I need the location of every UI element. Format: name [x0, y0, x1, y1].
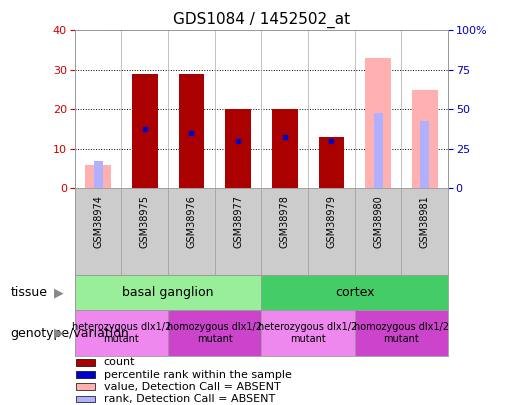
Bar — [261, 275, 448, 310]
Title: GDS1084 / 1452502_at: GDS1084 / 1452502_at — [173, 11, 350, 28]
Text: GSM38976: GSM38976 — [186, 195, 196, 248]
Bar — [76, 396, 95, 402]
Bar — [94, 161, 102, 188]
Text: value, Detection Call = ABSENT: value, Detection Call = ABSENT — [104, 382, 281, 392]
Bar — [373, 113, 383, 188]
Text: GSM38979: GSM38979 — [327, 195, 336, 248]
Bar — [76, 384, 95, 390]
Text: rank, Detection Call = ABSENT: rank, Detection Call = ABSENT — [104, 394, 275, 404]
Bar — [76, 359, 95, 366]
Text: percentile rank within the sample: percentile rank within the sample — [104, 370, 291, 379]
Text: ▶: ▶ — [55, 326, 64, 340]
Text: GSM38978: GSM38978 — [280, 195, 290, 248]
Bar — [225, 109, 251, 188]
Text: genotype/variation: genotype/variation — [10, 326, 129, 340]
Text: tissue: tissue — [10, 286, 47, 299]
Bar — [85, 164, 111, 188]
Bar — [412, 90, 438, 188]
Bar — [355, 310, 448, 356]
Text: homozygous dlx1/2
mutant: homozygous dlx1/2 mutant — [354, 322, 449, 344]
Bar — [179, 74, 204, 188]
Bar — [132, 74, 158, 188]
Bar — [75, 275, 261, 310]
Text: GSM38981: GSM38981 — [420, 195, 430, 248]
Bar — [272, 109, 298, 188]
Bar — [261, 310, 355, 356]
Text: homozygous dlx1/2
mutant: homozygous dlx1/2 mutant — [167, 322, 262, 344]
Text: count: count — [104, 358, 135, 367]
Bar — [319, 137, 344, 188]
Text: heterozygous dlx1/2
mutant: heterozygous dlx1/2 mutant — [72, 322, 171, 344]
Bar — [76, 371, 95, 378]
Bar — [365, 58, 391, 188]
Bar — [75, 310, 168, 356]
Text: ▶: ▶ — [55, 286, 64, 299]
Text: GSM38975: GSM38975 — [140, 195, 150, 248]
Text: GSM38980: GSM38980 — [373, 195, 383, 248]
Text: cortex: cortex — [335, 286, 374, 299]
Text: basal ganglion: basal ganglion — [122, 286, 214, 299]
Text: GSM38977: GSM38977 — [233, 195, 243, 248]
Bar — [420, 121, 429, 188]
Text: heterozygous dlx1/2
mutant: heterozygous dlx1/2 mutant — [259, 322, 357, 344]
Bar — [168, 310, 261, 356]
Text: GSM38974: GSM38974 — [93, 195, 103, 248]
